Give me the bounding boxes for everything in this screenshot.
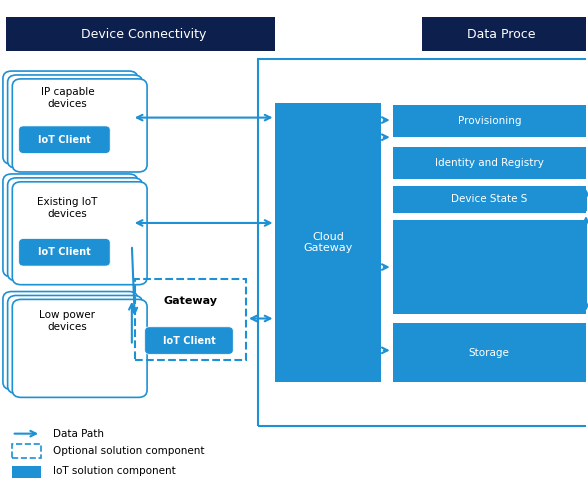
Bar (135, 279, 246, 360)
FancyBboxPatch shape (19, 239, 110, 266)
Text: Data Path: Data Path (53, 429, 103, 439)
Text: Gateway: Gateway (163, 296, 218, 306)
FancyBboxPatch shape (3, 292, 138, 390)
FancyBboxPatch shape (12, 466, 41, 478)
FancyBboxPatch shape (393, 323, 586, 382)
Text: Device State S: Device State S (451, 195, 527, 204)
FancyBboxPatch shape (19, 126, 110, 153)
Text: IoT Client: IoT Client (38, 135, 91, 145)
FancyBboxPatch shape (393, 147, 586, 179)
FancyBboxPatch shape (422, 17, 588, 51)
FancyBboxPatch shape (6, 17, 275, 51)
FancyBboxPatch shape (275, 103, 381, 382)
Text: Data Proce: Data Proce (467, 28, 535, 41)
Bar (12, 444, 41, 458)
FancyBboxPatch shape (8, 75, 142, 168)
Text: Low power
devices: Low power devices (39, 310, 95, 332)
Text: Cloud
Gateway: Cloud Gateway (303, 232, 353, 253)
Text: Storage: Storage (469, 348, 510, 358)
FancyBboxPatch shape (8, 178, 142, 281)
FancyBboxPatch shape (12, 299, 147, 397)
Text: Provisioning: Provisioning (457, 116, 521, 126)
Text: IoT Client: IoT Client (38, 247, 91, 257)
Text: Optional solution component: Optional solution component (53, 446, 204, 456)
FancyBboxPatch shape (393, 186, 586, 213)
Text: Device Connectivity: Device Connectivity (81, 28, 206, 41)
Text: IP capable
devices: IP capable devices (41, 87, 94, 109)
Text: IoT solution component: IoT solution component (53, 466, 175, 476)
FancyBboxPatch shape (145, 327, 233, 354)
FancyBboxPatch shape (8, 295, 142, 393)
FancyBboxPatch shape (12, 182, 147, 285)
FancyBboxPatch shape (3, 71, 138, 164)
Text: IoT Client: IoT Client (163, 336, 215, 345)
FancyBboxPatch shape (393, 220, 586, 314)
Text: Existing IoT
devices: Existing IoT devices (37, 197, 98, 219)
FancyBboxPatch shape (12, 79, 147, 172)
Text: Identity and Registry: Identity and Registry (435, 158, 544, 168)
FancyBboxPatch shape (393, 105, 586, 137)
FancyBboxPatch shape (3, 174, 138, 277)
